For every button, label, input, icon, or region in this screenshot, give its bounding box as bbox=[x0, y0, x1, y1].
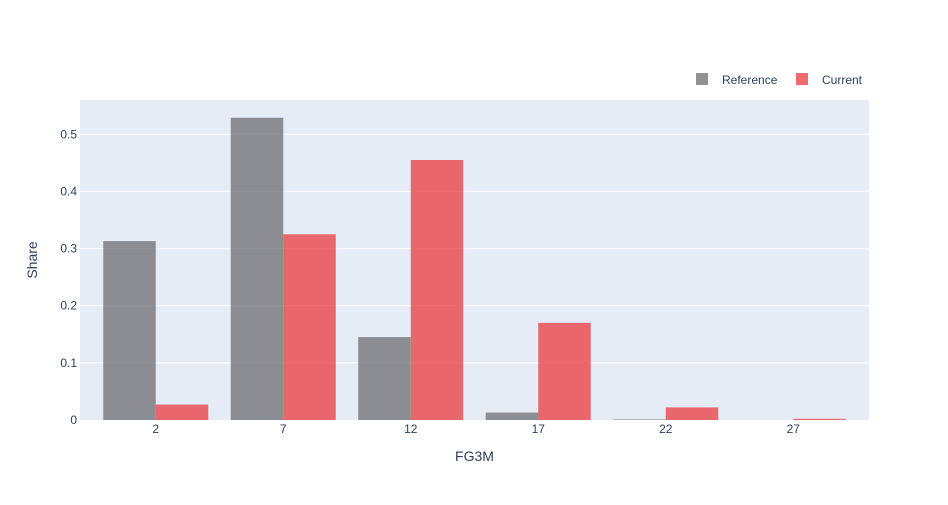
bar-current-2[interactable] bbox=[155, 404, 209, 420]
y-tick-label: 0.3 bbox=[60, 242, 77, 256]
bar-current-22[interactable] bbox=[665, 407, 719, 420]
x-tick-label: 2 bbox=[152, 422, 159, 436]
x-tick-label: 22 bbox=[659, 422, 673, 436]
y-tick-label: 0.2 bbox=[60, 299, 77, 313]
x-tick-label: 12 bbox=[404, 422, 418, 436]
bar-current-7[interactable] bbox=[283, 234, 336, 420]
legend-swatch bbox=[796, 73, 808, 85]
legend-item-reference[interactable]: Reference bbox=[696, 73, 778, 87]
bar-reference-7[interactable] bbox=[230, 117, 284, 420]
gridlines bbox=[80, 133, 869, 364]
bar-current-17[interactable] bbox=[538, 322, 591, 420]
bar-reference-22[interactable] bbox=[613, 419, 666, 420]
y-axis-ticks: 0 0.1 0.2 0.3 0.4 0.5 bbox=[60, 127, 77, 427]
x-tick-label: 17 bbox=[532, 422, 546, 436]
bar-reference-2[interactable] bbox=[103, 241, 156, 420]
y-tick-label: 0.4 bbox=[60, 184, 77, 198]
bar-reference-12[interactable] bbox=[358, 337, 411, 420]
bar-current-12[interactable] bbox=[410, 160, 464, 420]
x-axis-title: FG3M bbox=[455, 448, 494, 464]
y-tick-label: 0.5 bbox=[60, 127, 77, 141]
y-axis-title: Share bbox=[24, 241, 40, 279]
legend-item-current[interactable]: Current bbox=[796, 73, 863, 87]
legend-label: Reference bbox=[722, 73, 778, 87]
legend[interactable]: Reference Current bbox=[696, 73, 863, 87]
bars bbox=[103, 117, 846, 420]
x-tick-label: 7 bbox=[280, 422, 287, 436]
bar-reference-17[interactable] bbox=[485, 412, 539, 420]
plot-area bbox=[80, 100, 869, 420]
y-tick-label: 0 bbox=[70, 413, 77, 427]
y-tick-label: 0.1 bbox=[60, 356, 77, 370]
x-axis-ticks: 2 7 12 17 22 27 bbox=[152, 422, 800, 436]
legend-swatch bbox=[696, 73, 708, 85]
bar-current-27[interactable] bbox=[793, 418, 846, 420]
x-tick-label: 27 bbox=[787, 422, 801, 436]
legend-label: Current bbox=[822, 73, 863, 87]
